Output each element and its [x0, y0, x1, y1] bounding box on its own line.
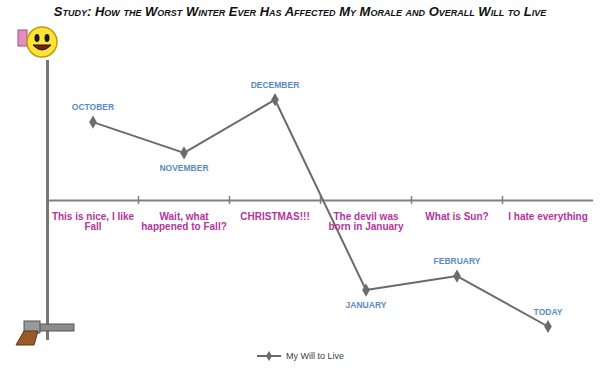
html-text:My Will to Live: My Will to Live [286, 351, 344, 361]
svg-text:JANUARY: JANUARY [346, 300, 387, 310]
svg-text:I hate everything: I hate everything [508, 211, 587, 222]
html-text:Study: How the Worst Winter Ev: Study: How the Worst Winter Ever Has Aff… [53, 4, 547, 19]
svg-text:This is nice, I likeFall: This is nice, I likeFall [52, 211, 135, 232]
svg-text:Wait, whathappened to Fall?: Wait, whathappened to Fall? [141, 211, 227, 232]
svg-text:The devil wasborn in January: The devil wasborn in January [328, 211, 403, 232]
svg-text:What is Sun?: What is Sun? [425, 211, 488, 222]
svg-text:DECEMBER: DECEMBER [251, 80, 300, 90]
svg-text:NOVEMBER: NOVEMBER [159, 163, 208, 173]
svg-text:OCTOBER: OCTOBER [72, 102, 114, 112]
svg-text:CHRISTMAS!!!: CHRISTMAS!!! [240, 211, 309, 222]
svg-text:FEBRUARY: FEBRUARY [434, 256, 481, 266]
svg-text:TODAY: TODAY [534, 307, 563, 317]
